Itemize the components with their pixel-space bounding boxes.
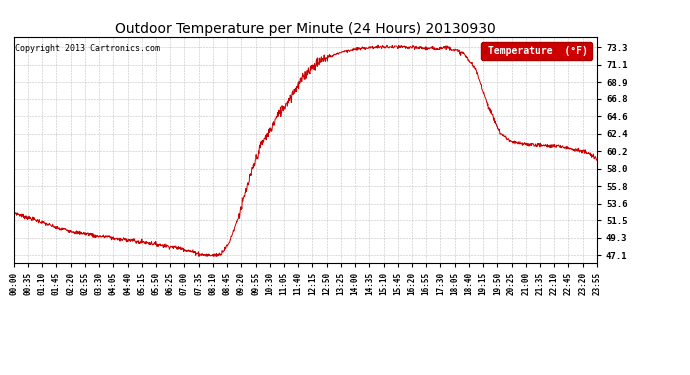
Title: Outdoor Temperature per Minute (24 Hours) 20130930: Outdoor Temperature per Minute (24 Hours… [115,22,495,36]
Legend: Temperature  (°F): Temperature (°F) [482,42,592,60]
Text: Copyright 2013 Cartronics.com: Copyright 2013 Cartronics.com [15,44,160,53]
